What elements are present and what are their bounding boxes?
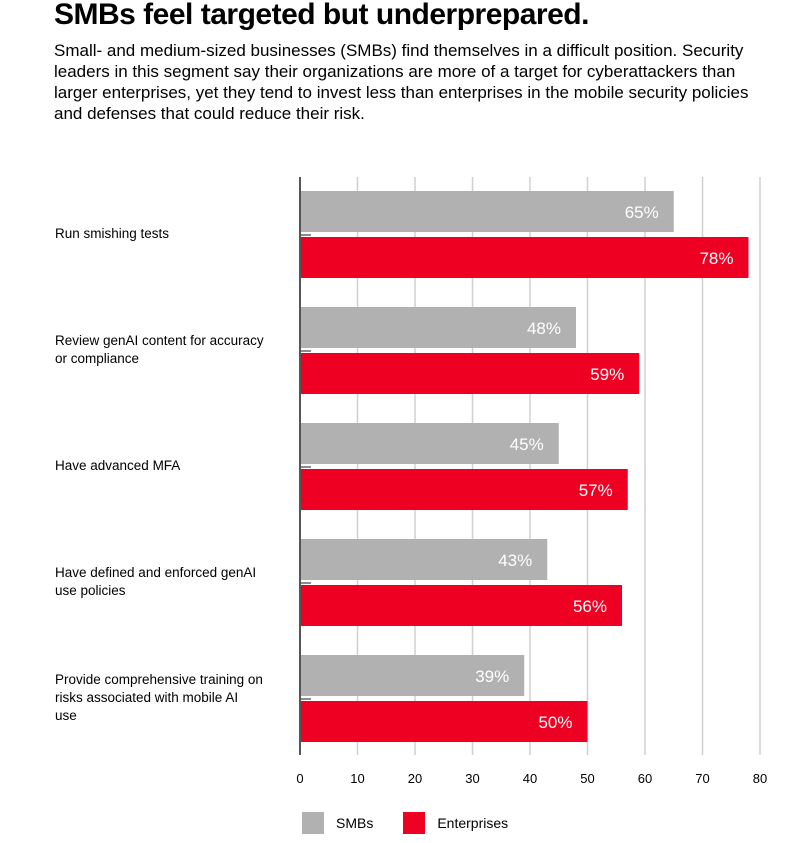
legend-item-enterprises: Enterprises [403, 812, 508, 834]
bar-smbs [300, 191, 674, 232]
x-tick-label: 60 [638, 771, 652, 786]
bar-smbs [300, 655, 525, 696]
category-label: Review genAI content for accuracy or comp… [55, 333, 264, 366]
chart-title: SMBs feel targeted but underprepared. [54, 0, 589, 31]
x-tick-label: 0 [296, 771, 303, 786]
legend: SMBs Enterprises [302, 812, 538, 834]
bar-smbs [300, 423, 559, 464]
x-tick-label: 50 [580, 771, 594, 786]
x-tick-label: 40 [523, 771, 537, 786]
chart-subtitle: Small- and medium-sized businesses (SMBs… [54, 41, 749, 123]
legend-label-smbs: SMBs [336, 815, 374, 831]
x-tick-label: 30 [465, 771, 479, 786]
data-label: 57% [579, 481, 613, 500]
data-label: 39% [475, 667, 509, 686]
x-tick-label: 20 [408, 771, 422, 786]
bar-enterprises [300, 585, 622, 626]
data-label: 65% [625, 203, 659, 222]
bar-enterprises [300, 469, 628, 510]
legend-item-smbs: SMBs [302, 812, 373, 834]
data-label: 59% [590, 365, 624, 384]
data-label: 50% [538, 713, 572, 732]
category-label: Have advanced MFA [55, 458, 180, 473]
x-tick-label: 10 [350, 771, 364, 786]
data-label: 78% [699, 249, 733, 268]
data-label: 56% [573, 597, 607, 616]
legend-swatch-smbs [302, 812, 324, 834]
bar-enterprises [300, 701, 588, 742]
bar-smbs [300, 307, 576, 348]
category-label: Provide comprehensive training on risks a… [55, 672, 263, 723]
legend-swatch-enterprises [403, 812, 426, 834]
data-label: 48% [527, 319, 561, 338]
category-label: Run smishing tests [55, 226, 169, 241]
bar-enterprises [300, 237, 749, 278]
legend-label-enterprises: Enterprises [437, 815, 509, 831]
bar-enterprises [300, 353, 640, 394]
data-label: 43% [498, 551, 532, 570]
data-label: 45% [510, 435, 544, 454]
x-tick-label: 80 [753, 771, 767, 786]
bar-smbs [300, 539, 548, 580]
x-tick-label: 70 [695, 771, 709, 786]
category-label: Have defined and enforced genAI use polic… [55, 565, 256, 598]
